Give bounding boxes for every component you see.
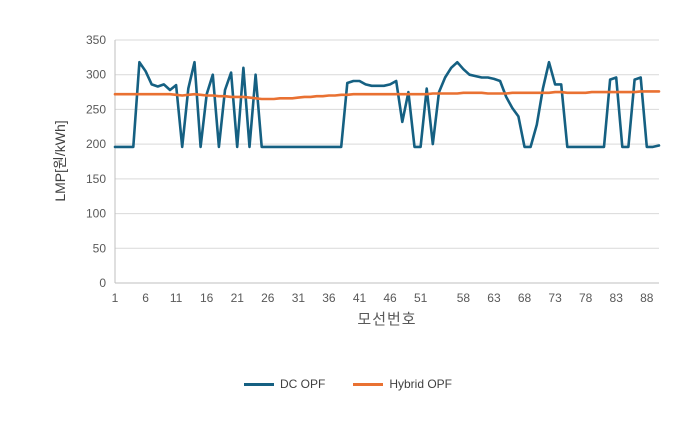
y-tick-label: 350 [86, 33, 106, 47]
x-tick-label: 63 [487, 291, 501, 305]
x-tick-label: 31 [292, 291, 306, 305]
x-tick-label: 36 [322, 291, 336, 305]
hybrid-opf-line [113, 90, 661, 101]
x-tick-label: 68 [518, 291, 532, 305]
x-tick-label: 83 [610, 291, 624, 305]
y-tick-label: 100 [86, 207, 106, 221]
legend-label-hybrid-opf: Hybrid OPF [389, 377, 453, 391]
y-tick-label: 250 [86, 102, 106, 116]
legend-item-dc-opf: DC OPF [243, 377, 326, 391]
dc-opf-line-swatch [243, 382, 274, 386]
x-tick-label: 73 [548, 291, 562, 305]
y-axis-title: LMP[원/kWh] [52, 120, 68, 202]
hybrid-opf-line-swatch [353, 382, 384, 386]
x-tick-label: 16 [200, 291, 214, 305]
legend-label-dc-opf: DC OPF [279, 377, 326, 391]
y-tick-label: 50 [93, 241, 107, 255]
y-tick-label: 0 [99, 276, 106, 290]
x-tick-label: 46 [383, 291, 397, 305]
y-tick-label: 150 [86, 172, 106, 186]
x-tick-label: 11 [170, 291, 183, 305]
x-tick-label: 41 [353, 291, 367, 305]
y-tick-label: 200 [86, 137, 106, 151]
y-tick-label: 300 [86, 68, 106, 82]
x-tick-label: 26 [261, 291, 275, 305]
x-axis-title: 모선번호 [357, 311, 417, 328]
x-tick-label: 58 [457, 291, 471, 305]
dc-opf-line [113, 60, 661, 149]
x-tick-label: 78 [579, 291, 593, 305]
x-tick-label: 6 [142, 291, 149, 305]
legend: DC OPF Hybrid OPF [0, 377, 696, 391]
x-tick-label: 1 [112, 291, 119, 305]
x-tick-label: 88 [640, 291, 654, 305]
x-tick-label: 51 [414, 291, 428, 305]
legend-item-hybrid-opf: Hybrid OPF [353, 377, 452, 391]
x-tick-label: 21 [231, 291, 245, 305]
